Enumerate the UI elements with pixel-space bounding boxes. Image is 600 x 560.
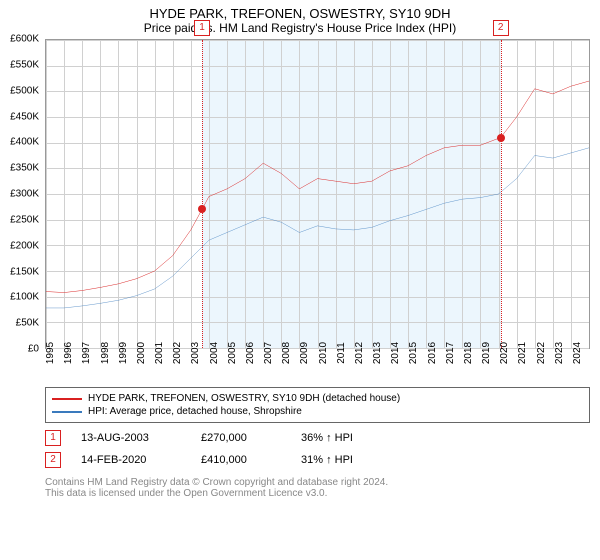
- datapoint-row: 2 14-FEB-2020 £410,000 31% ↑ HPI: [45, 449, 590, 471]
- y-tick-label: £400K: [10, 137, 39, 148]
- marker-flag: 2: [493, 20, 509, 36]
- y-tick-label: £500K: [10, 85, 39, 96]
- y-tick-label: £50K: [16, 318, 39, 329]
- datapoint-price: £410,000: [201, 454, 281, 466]
- chart-container: HYDE PARK, TREFONEN, OSWESTRY, SY10 9DH …: [0, 0, 600, 560]
- datapoint-row: 1 13-AUG-2003 £270,000 36% ↑ HPI: [45, 427, 590, 449]
- x-tick-label: 1999: [118, 342, 129, 364]
- legend-swatch: [52, 398, 82, 400]
- x-tick-label: 2001: [154, 342, 165, 364]
- marker-vline: [202, 40, 203, 348]
- legend-item: HPI: Average price, detached house, Shro…: [52, 405, 583, 418]
- y-tick-label: £600K: [10, 34, 39, 45]
- datapoint-flag: 1: [45, 430, 61, 446]
- x-tick-label: 2014: [390, 342, 401, 364]
- legend-item: HYDE PARK, TREFONEN, OSWESTRY, SY10 9DH …: [52, 392, 583, 405]
- x-tick-label: 2021: [517, 342, 528, 364]
- y-tick-label: £100K: [10, 292, 39, 303]
- line-svg: [46, 40, 589, 348]
- x-tick-label: 2009: [299, 342, 310, 364]
- x-tick-label: 2024: [572, 342, 583, 364]
- x-tick-label: 2006: [245, 342, 256, 364]
- chart-area: £0£50K£100K£150K£200K£250K£300K£350K£400…: [45, 39, 590, 379]
- marker-point: [198, 205, 206, 213]
- datapoint-hpi: 31% ↑ HPI: [301, 454, 353, 466]
- y-tick-label: £150K: [10, 266, 39, 277]
- plot-area: 12: [45, 39, 590, 349]
- x-tick-label: 2023: [554, 342, 565, 364]
- x-tick-label: 2015: [408, 342, 419, 364]
- legend-swatch: [52, 411, 82, 413]
- datapoint-price: £270,000: [201, 432, 281, 444]
- datapoint-flag: 2: [45, 452, 61, 468]
- x-tick-label: 2019: [481, 342, 492, 364]
- legend-label: HYDE PARK, TREFONEN, OSWESTRY, SY10 9DH …: [88, 393, 400, 404]
- x-tick-label: 2010: [318, 342, 329, 364]
- chart-subtitle: Price paid vs. HM Land Registry's House …: [0, 21, 600, 39]
- marker-vline: [501, 40, 502, 348]
- chart-title: HYDE PARK, TREFONEN, OSWESTRY, SY10 9DH: [0, 0, 600, 21]
- x-tick-label: 2018: [463, 342, 474, 364]
- x-tick-label: 2000: [136, 342, 147, 364]
- x-tick-label: 2012: [354, 342, 365, 364]
- y-tick-label: £550K: [10, 59, 39, 70]
- x-tick-label: 2011: [336, 342, 347, 364]
- legend-label: HPI: Average price, detached house, Shro…: [88, 406, 302, 417]
- x-tick-label: 1998: [100, 342, 111, 364]
- datapoint-date: 14-FEB-2020: [81, 454, 181, 466]
- footer: Contains HM Land Registry data © Crown c…: [45, 477, 590, 499]
- y-tick-label: £200K: [10, 240, 39, 251]
- datapoint-table: 1 13-AUG-2003 £270,000 36% ↑ HPI 2 14-FEB-202…: [45, 427, 590, 471]
- marker-flag: 1: [194, 20, 210, 36]
- x-tick-label: 1997: [81, 342, 92, 364]
- x-tick-label: 2017: [445, 342, 456, 364]
- y-tick-label: £250K: [10, 214, 39, 225]
- y-axis-labels: £0£50K£100K£150K£200K£250K£300K£350K£400…: [0, 39, 42, 349]
- footer-line2: This data is licensed under the Open Gov…: [45, 488, 590, 499]
- x-tick-label: 2008: [281, 342, 292, 364]
- y-tick-label: £300K: [10, 189, 39, 200]
- x-tick-label: 2003: [190, 342, 201, 364]
- x-tick-label: 1996: [63, 342, 74, 364]
- x-tick-label: 2002: [172, 342, 183, 364]
- x-tick-label: 2013: [372, 342, 383, 364]
- x-tick-label: 2022: [536, 342, 547, 364]
- series-line: [46, 148, 589, 308]
- x-tick-label: 2004: [209, 342, 220, 364]
- y-tick-label: £450K: [10, 111, 39, 122]
- x-tick-label: 2016: [427, 342, 438, 364]
- x-tick-label: 2020: [499, 342, 510, 364]
- x-axis-labels: 1995199619971998199920002001200220032004…: [45, 349, 590, 379]
- y-tick-label: £350K: [10, 163, 39, 174]
- datapoint-date: 13-AUG-2003: [81, 432, 181, 444]
- legend: HYDE PARK, TREFONEN, OSWESTRY, SY10 9DH …: [45, 387, 590, 423]
- x-tick-label: 2007: [263, 342, 274, 364]
- y-tick-label: £0: [28, 344, 39, 355]
- footer-line1: Contains HM Land Registry data © Crown c…: [45, 477, 590, 488]
- series-line: [46, 81, 589, 292]
- x-tick-label: 2005: [227, 342, 238, 364]
- x-tick-label: 1995: [45, 342, 56, 364]
- datapoint-hpi: 36% ↑ HPI: [301, 432, 353, 444]
- marker-point: [497, 134, 505, 142]
